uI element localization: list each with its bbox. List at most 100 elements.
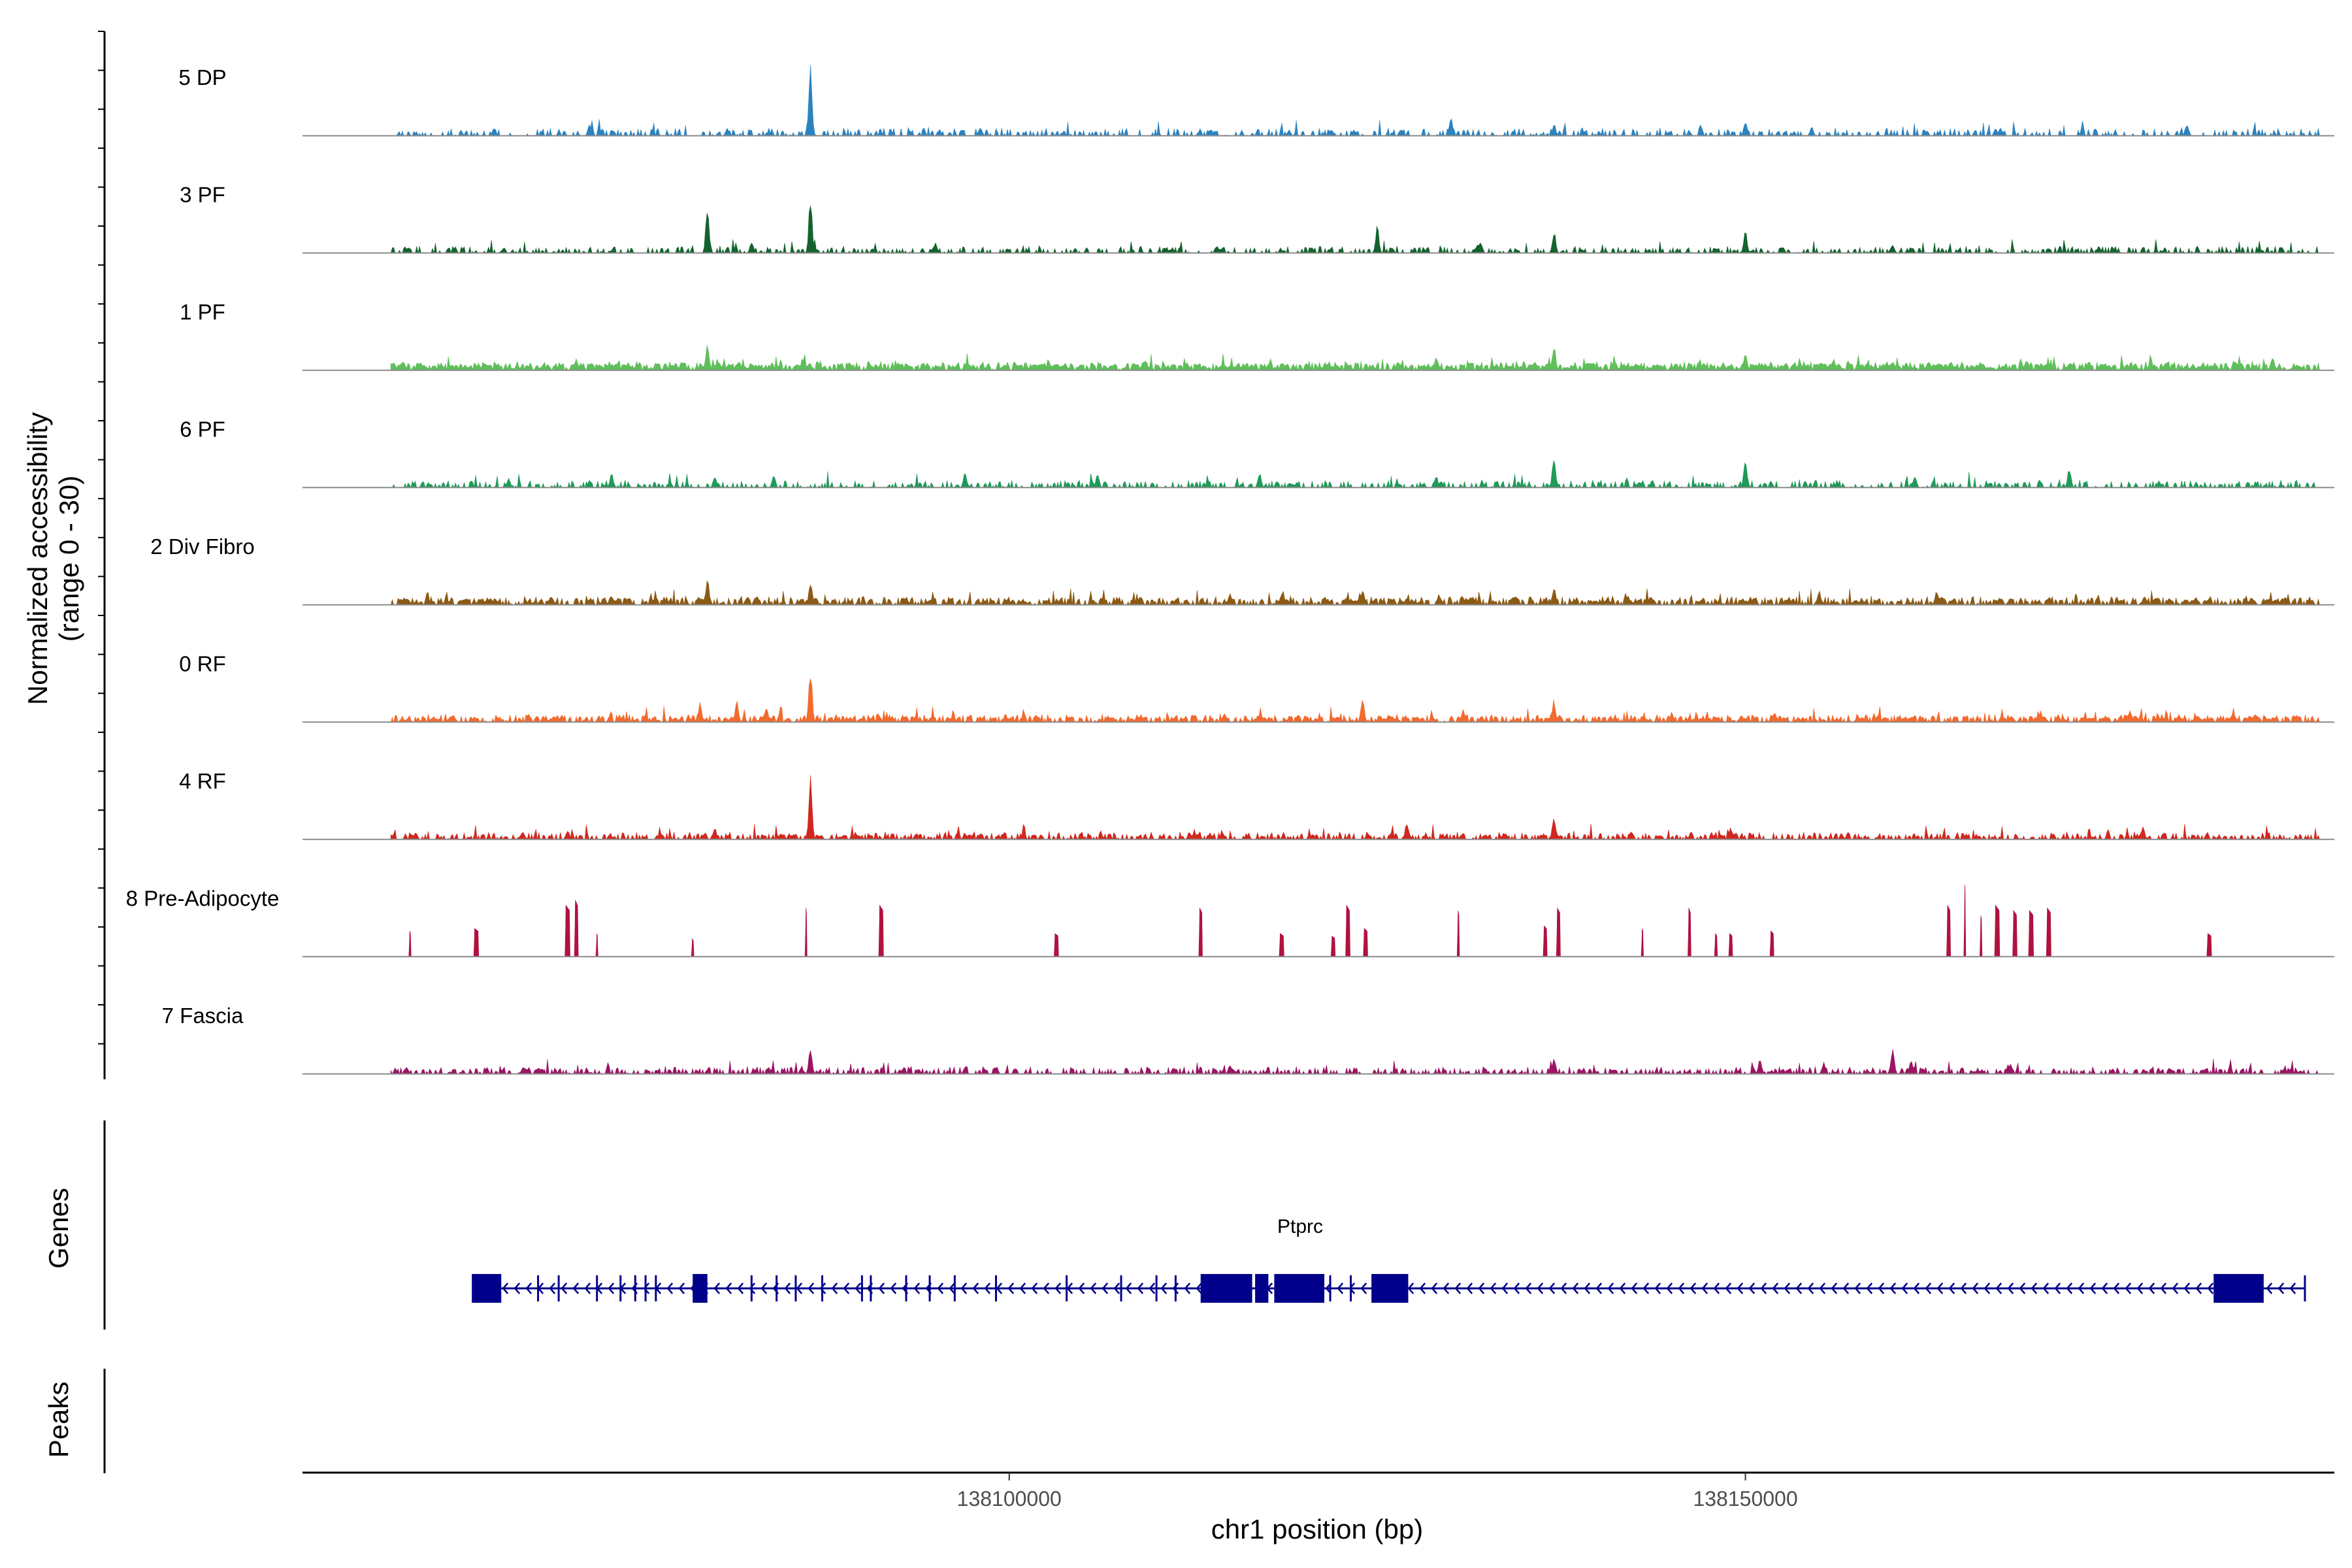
y-axis-title-line-2: (range 0 - 30) [54,476,84,642]
track-label: 0 RF [179,651,226,676]
strand-chevron [608,1282,615,1294]
strand-chevron [643,1282,650,1294]
strand-chevron [1007,1282,1015,1294]
strand-chevron [1819,1282,1826,1294]
strand-chevron [1137,1282,1144,1294]
coverage-tracks: 5 DP 3 PF 1 PF 6 PF 2 Div Fibro 0 RF 4 RF 8 Pre… [126,65,2334,1075]
gene-small-exon [1120,1275,1122,1301]
gene-small-exon [1329,1275,1331,1301]
strand-chevron [2066,1282,2073,1294]
gene-small-exon [776,1275,778,1301]
strand-chevron [1713,1282,1720,1294]
strand-chevron [1619,1282,1626,1294]
strand-chevron [1642,1282,1650,1294]
strand-chevron [1737,1282,1744,1294]
track-label: 8 Pre-Adipocyte [126,886,280,910]
strand-chevron [549,1282,556,1294]
strand-chevron [890,1282,897,1294]
track-label: 5 DP [178,65,226,90]
strand-chevron [1454,1282,1462,1294]
track-label: 1 PF [180,300,225,324]
x-axis-ticks: 138100000 138150000 [957,1473,1798,1511]
strand-chevron [1525,1282,1532,1294]
gene-exon [1274,1274,1325,1303]
gene-small-exon [1174,1275,1177,1301]
strand-chevron [2266,1282,2273,1294]
strand-chevron [2054,1282,2061,1294]
strand-chevron [2089,1282,2097,1294]
strand-chevron [1995,1282,2002,1294]
track-label: 3 PF [180,182,225,206]
gene-small-exon [821,1275,824,1301]
strand-chevron [1901,1282,1908,1294]
strand-chevron [1160,1282,1168,1294]
strand-chevron [584,1282,591,1294]
strand-chevron [984,1282,991,1294]
strand-chevron [1854,1282,1861,1294]
coverage-y-ticks [98,31,105,1045]
strand-chevron [1113,1282,1120,1294]
strand-chevron [1513,1282,1520,1294]
strand-chevron [1184,1282,1191,1294]
track-4-rf: 4 RF [179,769,2334,840]
strand-chevron [1066,1282,1073,1294]
strand-chevron [1019,1282,1026,1294]
strand-chevron [1537,1282,1544,1294]
track-7-fascia: 7 Fascia [162,1004,2334,1075]
strand-chevron [1913,1282,1920,1294]
gene-small-exon [634,1275,636,1301]
strand-chevron [525,1282,532,1294]
strand-chevron [1548,1282,1556,1294]
strand-chevron [1725,1282,1732,1294]
strand-chevron [1054,1282,1062,1294]
track-label: 4 RF [179,769,226,793]
x-tick-label: 138150000 [1693,1487,1797,1511]
strand-chevron [1407,1282,1414,1294]
strand-chevron [1584,1282,1591,1294]
gene-small-exon [1066,1275,1068,1301]
strand-chevron [960,1282,968,1294]
strand-chevron [2042,1282,2050,1294]
strand-chevron [760,1282,768,1294]
strand-chevron [2278,1282,2285,1294]
track-0-rf: 0 RF [179,651,2334,723]
strand-chevron [2148,1282,2155,1294]
strand-chevron [831,1282,838,1294]
strand-chevron [1443,1282,1450,1294]
strand-chevron [1948,1282,1955,1294]
strand-chevron [1701,1282,1708,1294]
strand-chevron [949,1282,956,1294]
strand-chevron [1690,1282,1697,1294]
gene-exon [472,1274,502,1303]
gene-model-ptprc [472,1274,2306,1303]
gene-small-exon [619,1275,622,1301]
strand-chevron [1196,1282,1203,1294]
strand-chevron [1043,1282,1050,1294]
genes-panel-title: Genes [43,1188,74,1269]
strand-chevron [725,1282,732,1294]
strand-chevron [1748,1282,1756,1294]
strand-chevron [1478,1282,1485,1294]
track-6-pf: 6 PF [180,417,2334,489]
strand-chevron [996,1282,1003,1294]
gene-small-exon [644,1275,647,1301]
track-signal [390,580,2320,606]
strand-chevron [1360,1282,1367,1294]
strand-chevron [1925,1282,1932,1294]
strand-chevron [1772,1282,1779,1294]
strand-chevron [878,1282,885,1294]
gene-small-exon [794,1275,797,1301]
strand-chevron [678,1282,685,1294]
gene-small-exon [1155,1275,1158,1301]
x-tick-label: 138100000 [957,1487,1062,1511]
strand-chevron [572,1282,580,1294]
strand-chevron [666,1282,674,1294]
track-signal [408,885,2212,957]
strand-chevron [1678,1282,1685,1294]
strand-chevron [1984,1282,1991,1294]
strand-chevron [2101,1282,2108,1294]
track-8-pre-adipocyte: 8 Pre-Adipocyte [126,885,2334,958]
strand-chevron [1866,1282,1873,1294]
strand-chevron [1795,1282,1803,1294]
